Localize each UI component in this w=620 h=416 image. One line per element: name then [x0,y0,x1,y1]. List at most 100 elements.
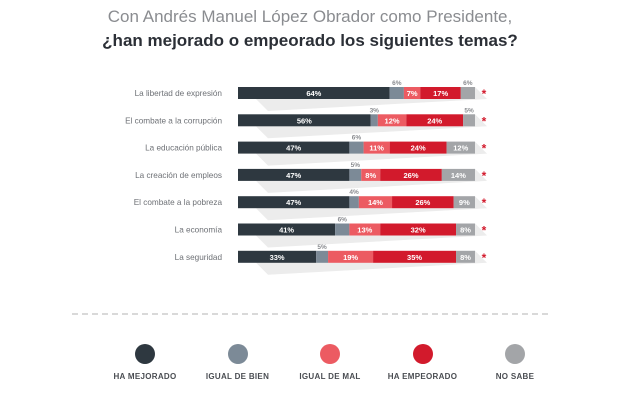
bar-la-educacion-publica-ha-empeorado [389,141,447,154]
category-label-la-libertad-de-expresion: La libertad de expresión [135,89,223,98]
bar-la-libertad-de-expresion-ha-mejorado [238,87,390,99]
legend: HA MEJORADO IGUAL DE BIEN IGUAL DE MAL HA E… [100,344,560,381]
chart-title-line2: ¿han mejorado o empeorado los siguientes… [102,31,518,50]
legend-swatch [320,344,340,364]
bar-la-creacion-de-empleos-no-sabe [441,168,475,181]
bar-la-seguridad-igual-de-mal [328,250,374,263]
legend-label: IGUAL DE MAL [299,372,361,381]
bar-la-seguridad-ha-empeorado [373,250,457,263]
data-label: 6% [338,217,348,224]
data-label: 24% [427,116,442,125]
bar-la-economia-igual-de-bien [335,223,350,236]
data-label: 8% [365,171,376,180]
data-label: 5% [317,244,327,251]
data-label: 12% [385,116,400,125]
bar-el-combate-a-la-pobreza-ha-empeorado [392,196,454,209]
data-label: 8% [460,226,471,235]
bar-la-creacion-de-empleos-igual-de-mal [361,168,381,181]
category-label-la-economia: La economía [175,226,223,235]
legend-label: HA MEJORADO [113,372,177,381]
data-label: 6% [463,80,473,87]
bar-la-libertad-de-expresion-ha-empeorado [420,87,461,99]
bar-la-economia-ha-mejorado [238,223,336,236]
data-label: 7% [407,89,418,98]
data-label: 35% [407,253,422,262]
bar-la-creacion-de-empleos-ha-mejorado [238,168,350,181]
bar-la-economia-no-sabe [456,223,475,236]
data-label: 47% [286,144,301,153]
data-label: 11% [369,144,384,153]
category-label-la-seguridad: La seguridad [175,253,223,262]
data-label: 3% [370,107,380,114]
bar-la-educacion-publica-no-sabe [446,141,475,154]
data-label: 6% [352,135,362,142]
data-label: 14% [451,171,466,180]
legend-swatch [227,344,248,364]
significance-marker: * [482,142,487,156]
chart-title-line1: Con Andrés Manuel López Obrador como Pre… [107,7,513,26]
data-label: 32% [411,226,426,235]
category-label-la-educacion-publica: La educación pública [145,144,222,153]
data-label: 12% [453,144,468,153]
data-label: 33% [270,253,285,262]
bar-la-seguridad-ha-mejorado [238,250,317,263]
legend-item-no-sabe: NO SABE [470,344,560,381]
data-label: 26% [404,171,419,180]
data-label: 13% [357,226,372,235]
category-label-la-creacion-de-empleos: La creación de empleos [135,171,222,180]
bar-la-economia-igual-de-mal [349,223,381,236]
data-label: 5% [351,162,361,169]
data-label: 9% [459,198,470,207]
bar-la-libertad-de-expresion-no-sabe [460,87,475,99]
bar-la-seguridad-igual-de-bien [316,250,329,263]
legend-swatch [505,344,525,364]
data-label: 14% [368,198,383,207]
data-label: 19% [343,253,358,262]
bar-la-libertad-de-expresion-igual-de-mal [403,87,421,99]
legend-item-ha-mejorado: HA MEJORADO [100,344,190,381]
data-label: 47% [286,171,301,180]
bar-la-creacion-de-empleos-igual-de-bien [349,168,362,181]
legend-swatch [412,344,433,364]
data-label: 8% [460,253,471,262]
bar-la-educacion-publica-igual-de-bien [349,141,364,154]
bar-el-combate-a-la-corrupcion-igual-de-mal [377,114,407,127]
data-label: 56% [297,116,312,125]
stacked-bar-chart: La libertad de expresión 64% 6% 7% 17% 6% * El … [125,80,487,275]
data-label: 64% [306,89,321,98]
significance-marker: * [482,196,487,210]
bar-el-combate-a-la-pobreza-no-sabe [453,196,475,209]
legend-label: NO SABE [495,372,535,381]
bar-el-combate-a-la-pobreza-igual-de-mal [358,196,393,209]
bar-la-educacion-publica-igual-de-mal [363,141,390,154]
legend-swatch [135,344,155,364]
significance-marker: * [482,114,487,128]
data-label: 24% [411,144,426,153]
data-label: 47% [286,198,301,207]
bar-el-combate-a-la-pobreza-ha-mejorado [238,196,350,209]
legend-label: HA EMPEORADO [387,372,458,381]
legend-label: IGUAL DE BIEN [205,372,270,381]
data-label: 4% [349,189,359,196]
legend-item-igual-de-mal: IGUAL DE MAL [285,344,375,381]
bar-la-economia-ha-empeorado [380,223,457,236]
bar-el-combate-a-la-corrupcion-no-sabe [463,114,475,127]
significance-marker: * [482,87,487,101]
data-label: 26% [415,198,430,207]
significance-marker: * [482,251,487,265]
bar-la-libertad-de-expresion-igual-de-bien [389,87,404,99]
bar-el-combate-a-la-corrupcion-ha-mejorado [238,114,371,127]
data-label: 5% [464,107,474,114]
data-label: 17% [433,89,448,98]
category-label-el-combate-a-la-corrupcion: El combate a la corrupción [125,116,222,125]
bar-el-combate-a-la-corrupcion-igual-de-bien [370,114,378,127]
bar-el-combate-a-la-pobreza-igual-de-bien [349,196,359,209]
category-label-el-combate-a-la-pobreza: El combate a la pobreza [134,198,223,207]
data-label: 6% [392,80,402,87]
significance-marker: * [482,169,487,183]
significance-marker: * [482,224,487,238]
bar-el-combate-a-la-corrupcion-ha-empeorado [406,114,464,127]
bar-la-creacion-de-empleos-ha-empeorado [380,168,442,181]
bar-la-educacion-publica-ha-mejorado [238,141,350,154]
legend-item-igual-de-bien: IGUAL DE BIEN [193,344,283,381]
